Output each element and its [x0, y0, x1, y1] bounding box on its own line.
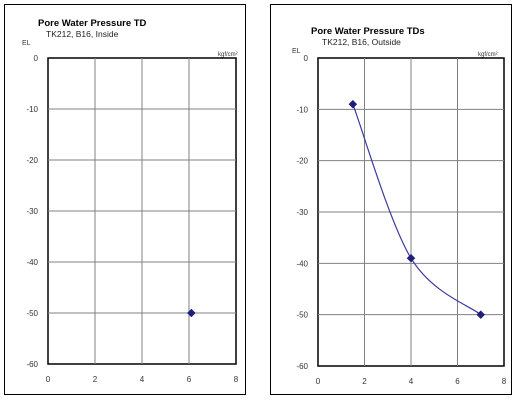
x-tick-label: 2 [93, 375, 98, 384]
tick-labels: 0 2 4 6 8 0 -10 -20 -30 -40 -50 -60 [296, 54, 506, 386]
x-tick-label: 4 [140, 375, 145, 384]
series-line [352, 103, 482, 316]
y-axis-label: EL [292, 48, 301, 55]
x-tick-label: 0 [316, 377, 321, 386]
x-tick-label: 8 [234, 375, 239, 384]
chart-subtitle: TK212, B16, Inside [46, 29, 119, 39]
chart-subtitle: TK212, B16, Outside [322, 37, 401, 47]
y-tick-label: -60 [296, 362, 308, 371]
tick-labels: 0 2 4 6 8 0 -10 -20 -30 -40 -50 -60 [26, 54, 238, 384]
data-point [476, 310, 486, 320]
grid-lines [48, 58, 236, 364]
y-tick-label: -60 [26, 360, 38, 369]
y-tick-label: -40 [296, 259, 308, 268]
y-axis-label: EL [22, 40, 31, 47]
unit-label: kgf/cm² [218, 52, 238, 58]
y-tick-label: -50 [296, 311, 308, 320]
grid-lines [318, 58, 504, 366]
chart-panel-inside: Pore Water Pressure TD TK212, B16, Insid… [4, 4, 246, 395]
x-tick-label: 4 [409, 377, 414, 386]
y-tick-label: -10 [296, 105, 308, 114]
x-tick-label: 6 [187, 375, 192, 384]
y-tick-label: -30 [296, 208, 308, 217]
data-point [186, 308, 196, 318]
data-point [348, 99, 358, 109]
y-tick-label: -20 [296, 157, 308, 166]
chart-title: Pore Water Pressure TDs [311, 26, 425, 37]
y-tick-label: 0 [304, 54, 309, 63]
x-tick-label: 2 [362, 377, 367, 386]
y-tick-label: -20 [26, 156, 38, 165]
data-point [406, 253, 416, 263]
y-tick-label: -10 [26, 105, 38, 114]
x-tick-label: 8 [502, 377, 507, 386]
y-tick-label: -40 [26, 258, 38, 267]
y-tick-label: -30 [26, 207, 38, 216]
chart-panel-outside: Pore Water Pressure TDs TK212, B16, Outs… [270, 4, 512, 395]
y-tick-label: 0 [34, 54, 39, 63]
x-tick-label: 6 [455, 377, 460, 386]
unit-label: kgf/cm² [478, 52, 498, 58]
data-marks [186, 308, 196, 318]
data-marks [348, 99, 486, 320]
y-tick-label: -50 [26, 309, 38, 318]
chart-title: Pore Water Pressure TD [38, 18, 147, 29]
x-tick-label: 0 [46, 375, 51, 384]
